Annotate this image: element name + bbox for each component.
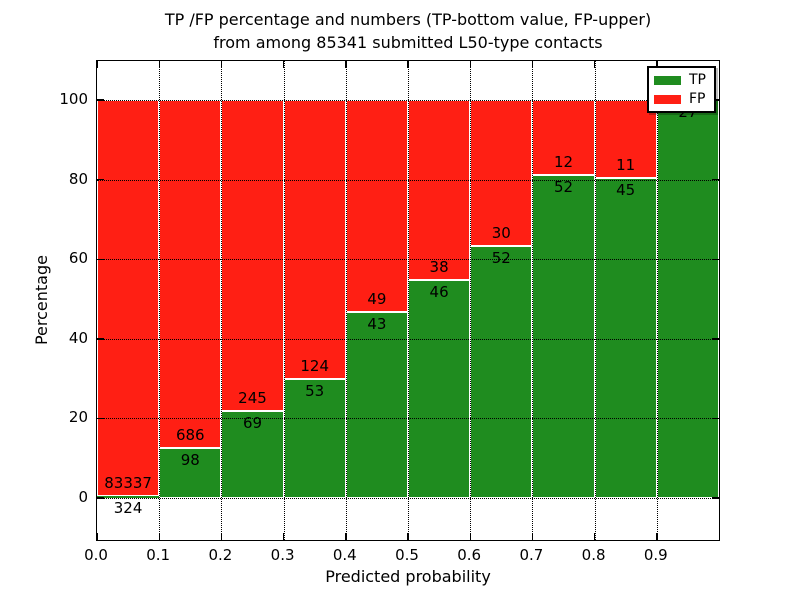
fp-legend-label: FP [689,91,706,107]
fp-bar-segment [221,100,284,411]
fp-count-label: 49 [367,289,387,308]
tp-count-label: 53 [305,381,325,400]
x-tick-label: 0.1 [146,546,171,564]
tp-bar-segment [345,311,408,498]
x-tick-mark [220,61,223,68]
fp-count-label: 30 [491,223,511,242]
tp-bar-segment [594,178,657,498]
fp-count-label: 83337 [104,474,152,493]
x-tick-mark [594,533,596,540]
x-tick-mark [407,533,409,540]
x-tick-label: 0.7 [519,546,544,564]
fp-count-label: 124 [300,356,329,375]
fp-count-label: 38 [429,258,449,277]
x-tick-mark [220,533,223,540]
fp-count-label: 245 [238,388,267,407]
chart-title-line2: from among 85341 submitted L50-type cont… [213,33,603,52]
x-tick-mark [97,533,98,540]
y-tick-mark [712,179,719,181]
y-tick-mark [97,179,104,181]
fp-bar-segment [408,100,471,281]
y-tick-label: 0 [78,488,88,506]
y-axis-label: Percentage [32,255,51,346]
fp-count-label: 11 [616,156,636,175]
x-tick-label: 0.6 [457,546,482,564]
x-tick-label: 0.9 [643,546,668,564]
x-tick-mark [594,61,596,68]
y-tick-mark [712,258,719,260]
x-tick-mark [531,533,534,540]
tp-count-label: 324 [113,499,143,518]
y-tick-label: 40 [68,328,88,347]
x-tick-label: 0.3 [270,546,295,564]
y-tick-mark [712,338,719,340]
tp-count-label: 52 [491,248,511,267]
tp-bar-segment [221,410,284,498]
y-tick-label: 100 [59,90,88,108]
tp-count-label: 52 [553,177,574,196]
tp-legend-swatch-icon [654,75,681,85]
x-tick-mark [531,61,534,68]
fp-count-label: 12 [553,152,574,171]
x-tick-mark [283,61,285,68]
x-tick-label: 0.5 [395,546,419,564]
y-tick-mark [97,417,104,420]
x-tick-label: 0.0 [84,546,108,564]
fp-legend-swatch-icon [654,94,681,104]
x-tick-mark [158,61,160,68]
y-tick-mark [97,99,104,101]
y-tick-mark [712,417,719,420]
fp-bar-segment [159,100,222,449]
fp-bar-segment [283,100,346,379]
x-tick-label: 0.2 [208,546,233,564]
tp-bar-segment [408,280,471,498]
tp-count-label: 45 [616,181,636,200]
chart-title-line1: TP /FP percentage and numbers (TP-bottom… [164,10,652,29]
plot-area: 83337 324 686 98 245 69 124 53 49 43 38 46 30 52 12 52 1… [96,60,720,541]
y-tick-label: 20 [68,408,88,427]
x-tick-label: 0.8 [581,546,606,564]
tp-bar-segment [532,174,595,498]
x-tick-mark [469,61,471,68]
fp-bar-segment [97,100,160,497]
tp-bar-segment [470,245,533,498]
tp-count-label: 46 [429,283,449,302]
fp-count-label: 686 [175,426,205,445]
legend: TP FP [647,66,716,113]
tp-count-label: 69 [242,413,263,432]
tp-legend-label: TP [689,72,706,88]
x-tick-label: 0.4 [332,546,357,564]
y-tick-mark [97,338,104,340]
tp-count-label: 43 [367,314,387,333]
x-tick-mark [283,533,285,540]
x-tick-mark [469,533,471,540]
x-axis-label: Predicted probability [325,567,491,586]
horizontal-gridline [97,498,719,499]
legend-row-tp: TP [654,72,709,88]
x-tick-mark [97,61,98,68]
y-tick-label: 60 [68,249,88,268]
x-tick-mark [158,533,160,540]
x-tick-mark [656,533,658,540]
tp-bar-segment [159,448,222,498]
x-tick-mark [345,533,347,540]
legend-row-fp: FP [654,91,709,107]
x-tick-mark [345,61,347,68]
fp-bar-segment [470,100,533,246]
tp-bar-segment [97,496,160,498]
x-tick-mark [407,61,409,68]
y-tick-mark [712,497,719,499]
tp-count-label: 98 [180,451,200,470]
tp-bar-segment [656,100,719,498]
fp-bar-segment [345,100,408,312]
y-tick-label: 80 [68,169,88,188]
y-tick-mark [97,258,104,260]
